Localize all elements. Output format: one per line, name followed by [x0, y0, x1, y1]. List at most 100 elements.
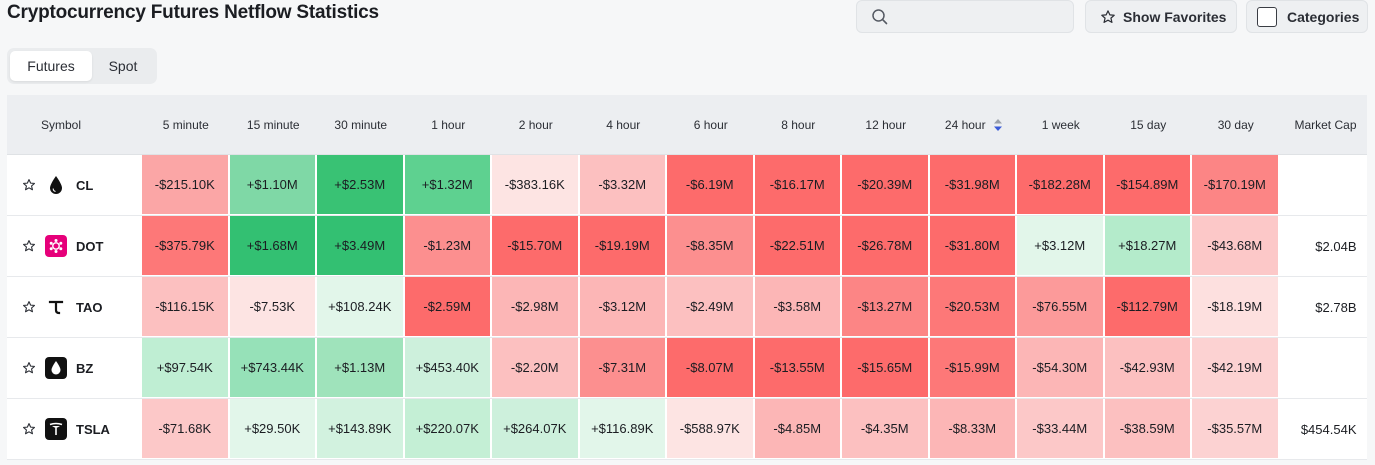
column-header-label: 24 hour: [944, 117, 986, 132]
column-header-8-hour[interactable]: 8 hour: [755, 95, 843, 154]
netflow-cell: -$18.19M: [1192, 277, 1280, 337]
column-header-4-hour[interactable]: 4 hour: [580, 95, 668, 154]
netflow-cell: +$108.24K: [317, 277, 405, 337]
table-row[interactable]: TAO -$116.15K -$7.53K +$108.24K -$2.59M -$2.9…: [7, 277, 1367, 338]
tab-futures[interactable]: Futures: [10, 51, 92, 81]
column-header-2-hour[interactable]: 2 hour: [492, 95, 580, 154]
column-header-label: 2 hour: [518, 117, 553, 132]
netflow-cell: -$2.98M: [492, 277, 580, 337]
table-row[interactable]: DOT -$375.79K +$1.68M +$3.49M -$1.23M -$15.70…: [7, 216, 1367, 277]
show-favorites-button[interactable]: Show Favorites: [1085, 0, 1237, 33]
netflow-cell: -$112.79M: [1104, 277, 1192, 337]
netflow-cell: -$588.97K: [667, 399, 755, 459]
tesla-icon: [45, 418, 67, 440]
column-header-1-week[interactable]: 1 week: [1017, 95, 1105, 154]
star-outline-icon: [1101, 9, 1115, 23]
table-row[interactable]: CL -$215.10K +$1.10M +$2.53M +$1.32M -$383.16…: [7, 155, 1367, 216]
netflow-cell: -$1.23M: [404, 216, 492, 276]
market-cap-cell: [1280, 338, 1367, 398]
column-header-12-hour[interactable]: 12 hour: [842, 95, 930, 154]
market-cap-cell: $2.04B: [1315, 238, 1357, 254]
market-cap-cell: $454.54K: [1300, 421, 1357, 437]
netflow-cell: -$20.39M: [842, 155, 930, 215]
netflow-cell: -$42.19M: [1192, 338, 1280, 398]
netflow-cell: +$220.07K: [404, 399, 492, 459]
table-body: CL -$215.10K +$1.10M +$2.53M +$1.32M -$383.16…: [7, 155, 1367, 460]
categories-checkbox[interactable]: [1257, 6, 1277, 27]
netflow-cell: -$16.17M: [754, 155, 842, 215]
column-header-15-minute[interactable]: 15 minute: [230, 95, 318, 154]
symbol-name: TSLA: [76, 421, 110, 437]
polkadot-icon: [45, 235, 67, 257]
favorite-star-icon[interactable]: [22, 361, 36, 375]
categories-button[interactable]: Categories: [1246, 0, 1368, 33]
table-row[interactable]: BZ +$97.54K +$743.44K +$1.13M +$453.40K -$2.2…: [7, 338, 1367, 399]
netflow-cell: -$76.55M: [1017, 277, 1105, 337]
netflow-cell: -$8.35M: [667, 216, 755, 276]
netflow-cell: +$264.07K: [492, 399, 580, 459]
favorite-star-icon[interactable]: [22, 300, 36, 314]
column-header-15-day[interactable]: 15 day: [1105, 95, 1193, 154]
column-header-label: 1 week: [1041, 117, 1080, 132]
column-header-6-hour[interactable]: 6 hour: [667, 95, 755, 154]
search-icon: [872, 9, 888, 25]
netflow-cell: -$15.65M: [842, 338, 930, 398]
symbol-cell: TAO: [7, 277, 142, 337]
netflow-cell: +$2.53M: [317, 155, 405, 215]
netflow-cell: -$7.53K: [229, 277, 317, 337]
netflow-cell: -$43.68M: [1192, 216, 1280, 276]
column-header-market-cap[interactable]: Market Cap: [1280, 95, 1367, 154]
market-cap-cell: [1280, 155, 1367, 215]
table-row[interactable]: TSLA -$71.68K +$29.50K +$143.89K +$220.07K +$…: [7, 399, 1367, 460]
column-header-24-hour[interactable]: 24 hour: [930, 95, 1018, 154]
column-header-30-minute[interactable]: 30 minute: [317, 95, 405, 154]
netflow-cell: +$29.50K: [229, 399, 317, 459]
netflow-cell: +$1.10M: [229, 155, 317, 215]
netflow-cell: -$383.16K: [492, 155, 580, 215]
netflow-cell: -$33.44M: [1017, 399, 1105, 459]
netflow-cell: -$31.80M: [929, 216, 1017, 276]
netflow-cell: +$18.27M: [1104, 216, 1192, 276]
netflow-cell: -$6.19M: [667, 155, 755, 215]
netflow-cell: -$8.33M: [929, 399, 1017, 459]
netflow-cell: -$42.93M: [1104, 338, 1192, 398]
column-header-symbol[interactable]: Symbol: [7, 95, 142, 154]
netflow-cell: -$19.19M: [579, 216, 667, 276]
tab-spot[interactable]: Spot: [108, 58, 138, 74]
netflow-cell: -$4.35M: [842, 399, 930, 459]
symbol-cell: DOT: [7, 216, 142, 276]
netflow-cell: -$38.59M: [1104, 399, 1192, 459]
symbol-cell: BZ: [7, 338, 142, 398]
favorite-star-icon[interactable]: [22, 178, 36, 192]
netflow-cell: -$2.49M: [667, 277, 755, 337]
column-header-label: 4 hour: [606, 117, 641, 132]
column-header-label: 12 hour: [865, 117, 907, 132]
netflow-cell: -$13.55M: [754, 338, 842, 398]
netflow-cell: -$8.07M: [667, 338, 755, 398]
market-cap-cell: $2.78B: [1315, 299, 1357, 315]
netflow-cell: -$54.30M: [1017, 338, 1105, 398]
favorite-star-icon[interactable]: [22, 422, 36, 436]
column-header-5-minute[interactable]: 5 minute: [142, 95, 230, 154]
netflow-cell: +$1.68M: [229, 216, 317, 276]
netflow-cell: -$2.59M: [404, 277, 492, 337]
page-title: Cryptocurrency Futures Netflow Statistic…: [7, 2, 379, 23]
symbol-cell: CL: [7, 155, 142, 215]
table-header: Symbol 5 minute 15 minute 30 minute 1 hour 2 …: [7, 95, 1367, 155]
column-header-label: 15 minute: [246, 117, 300, 132]
netflow-cell: +$97.54K: [142, 338, 230, 398]
favorite-star-icon[interactable]: [22, 239, 36, 253]
netflow-cell: -$3.32M: [579, 155, 667, 215]
search-box[interactable]: [856, 0, 1074, 33]
column-header-1-hour[interactable]: 1 hour: [405, 95, 493, 154]
search-input[interactable]: [897, 6, 1065, 28]
netflow-cell: -$13.27M: [842, 277, 930, 337]
sort-icon[interactable]: [993, 118, 1002, 131]
netflow-cell: -$15.99M: [929, 338, 1017, 398]
netflow-cell: -$2.20M: [492, 338, 580, 398]
column-header-30-day[interactable]: 30 day: [1192, 95, 1280, 154]
symbol-name: CL: [76, 177, 94, 193]
column-header-label: 15 day: [1130, 117, 1167, 132]
netflow-cell: +$453.40K: [404, 338, 492, 398]
netflow-cell: -$3.58M: [754, 277, 842, 337]
